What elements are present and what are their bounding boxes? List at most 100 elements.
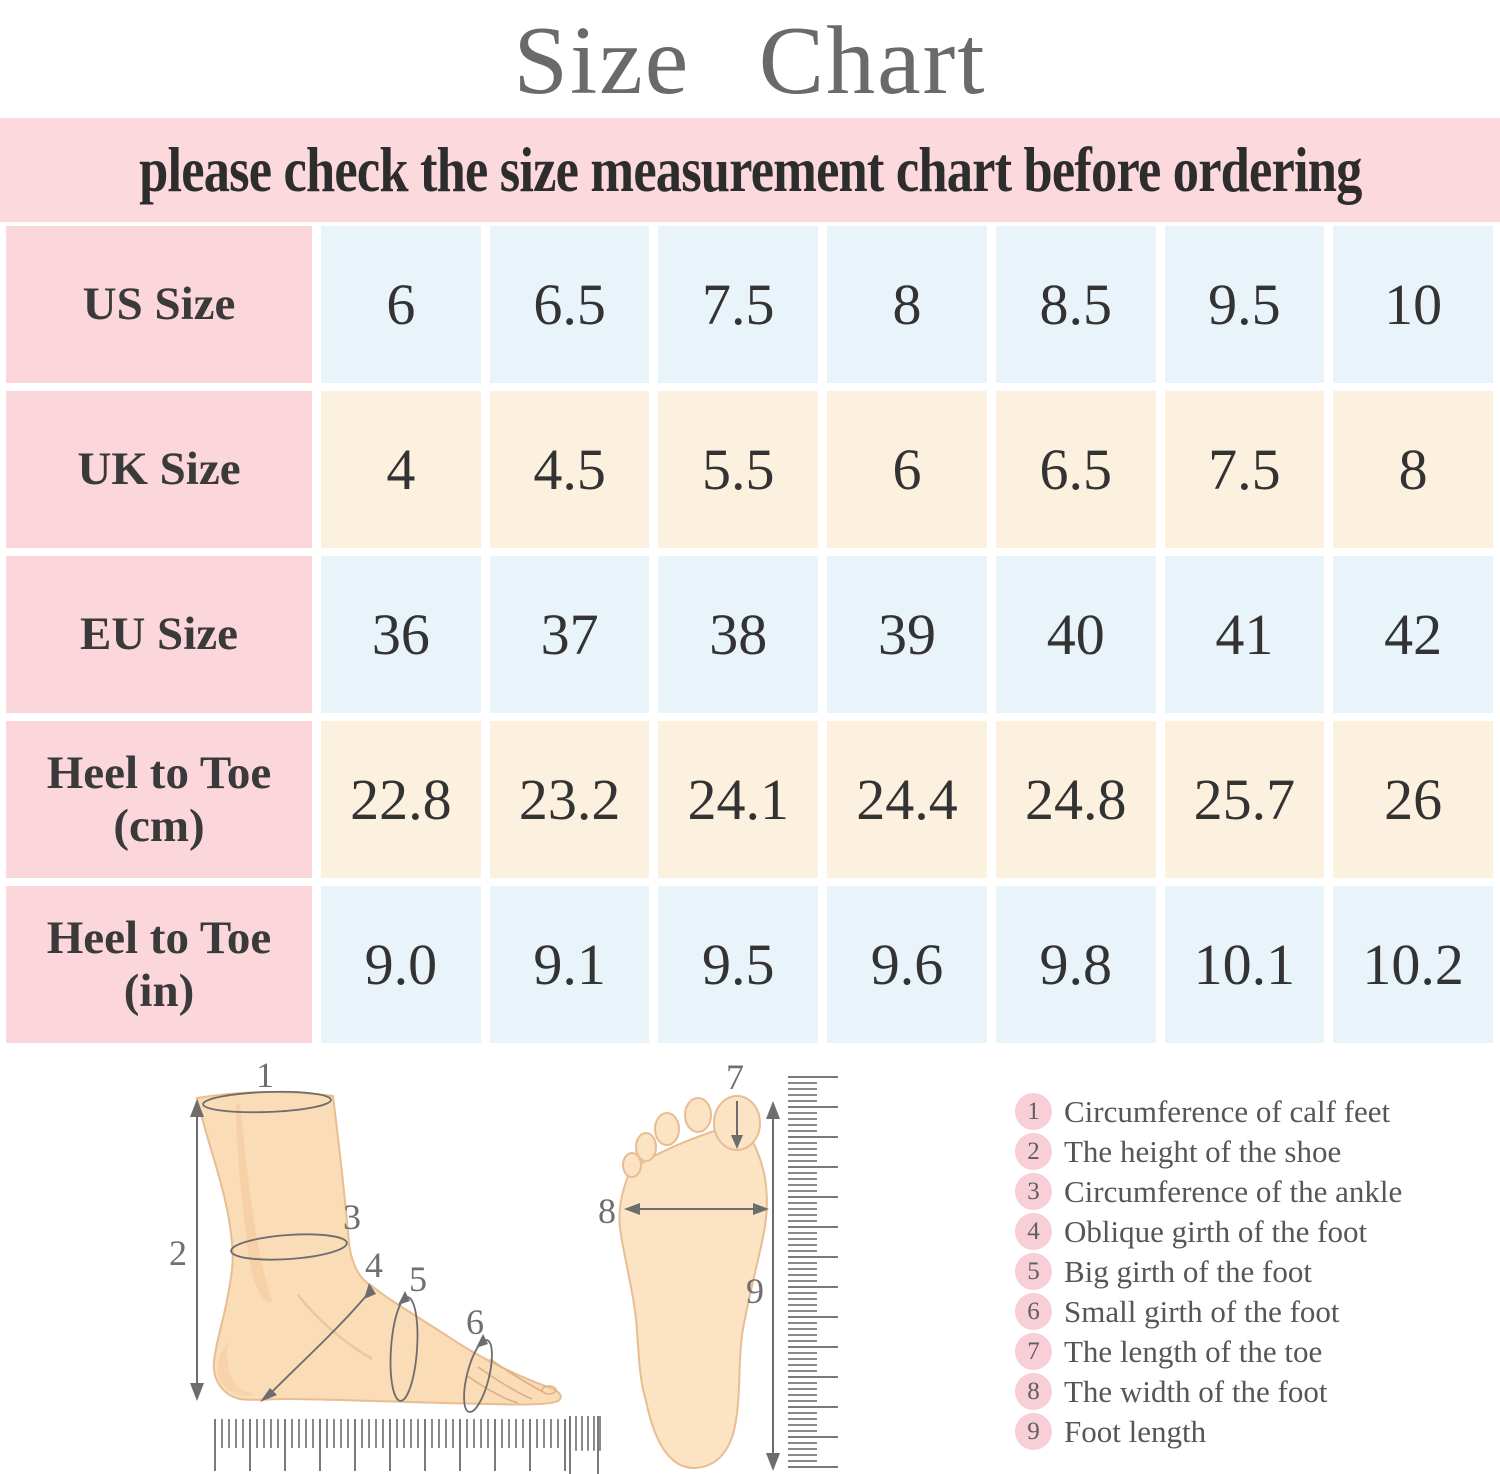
foot-width-arrowhead-left bbox=[624, 1203, 640, 1215]
ankle-girth-line bbox=[230, 1233, 348, 1261]
legend-label: Oblique girth of the foot bbox=[1064, 1213, 1368, 1249]
legend-number-badge: 2 bbox=[1015, 1133, 1052, 1170]
row-header-uk-size: UK Size bbox=[6, 391, 312, 548]
marker-5: 5 bbox=[409, 1259, 427, 1299]
legend-item: 6 Small girth of the foot bbox=[1015, 1293, 1402, 1330]
legend-label: Small girth of the foot bbox=[1064, 1293, 1340, 1329]
size-cell: 24.4 bbox=[827, 721, 987, 878]
marker-2: 2 bbox=[169, 1233, 187, 1273]
size-cell: 10.1 bbox=[1164, 886, 1325, 1043]
toe-3 bbox=[654, 1112, 680, 1146]
heel-shading bbox=[217, 1343, 256, 1396]
horizontal-ruler bbox=[214, 1419, 568, 1471]
size-cell: 40 bbox=[995, 556, 1156, 713]
notice-banner-text: please check the size measurement chart … bbox=[138, 134, 1362, 205]
size-cell: 24.1 bbox=[658, 721, 819, 878]
marker-6: 6 bbox=[466, 1302, 484, 1342]
foot-length-arrowhead-bottom bbox=[766, 1453, 780, 1471]
size-cell: 8.5 bbox=[995, 226, 1156, 383]
size-cell: 4.5 bbox=[489, 391, 650, 548]
row-header-heel-toe-in: Heel to Toe (in) bbox=[6, 886, 312, 1043]
size-cell: 6.5 bbox=[995, 391, 1156, 548]
toenail bbox=[541, 1385, 557, 1395]
small-girth-arrowhead bbox=[476, 1334, 488, 1348]
size-cell: 9.0 bbox=[321, 886, 481, 1043]
size-cell: 5.5 bbox=[658, 391, 819, 548]
shin-shading bbox=[236, 1103, 272, 1302]
legend-label: The width of the foot bbox=[1064, 1373, 1328, 1409]
marker-8: 8 bbox=[598, 1191, 616, 1231]
size-cell: 23.2 bbox=[489, 721, 650, 878]
size-table: US Size 6 6.5 7.5 8 8.5 9.5 10 UK Size 4… bbox=[0, 222, 1500, 1043]
toe-length-arrowhead bbox=[731, 1135, 743, 1149]
legend-number-badge: 7 bbox=[1015, 1333, 1052, 1370]
height-arrowhead-top bbox=[190, 1099, 204, 1117]
measurement-diagram: 1 2 3 4 5 6 bbox=[0, 1043, 1500, 1474]
row-header-eu-size: EU Size bbox=[6, 556, 312, 713]
toe-crease-2 bbox=[477, 1366, 533, 1400]
row-header-heel-toe-cm: Heel to Toe (cm) bbox=[6, 721, 312, 878]
toe-crease-1 bbox=[489, 1358, 546, 1394]
size-cell: 6 bbox=[827, 391, 987, 548]
oblique-arrowhead-bottom bbox=[260, 1388, 277, 1402]
size-cell: 6 bbox=[321, 226, 481, 383]
toe-5 bbox=[622, 1152, 642, 1178]
legend-label: Circumference of the ankle bbox=[1064, 1173, 1403, 1209]
legend-number-badge: 6 bbox=[1015, 1293, 1052, 1330]
legend-item: 4 Oblique girth of the foot bbox=[1015, 1213, 1402, 1250]
size-cell: 10.2 bbox=[1333, 886, 1493, 1043]
measurement-legend: 1 Circumference of calf feet 2 The heigh… bbox=[1015, 1093, 1402, 1453]
legend-label: Circumference of calf feet bbox=[1064, 1093, 1391, 1129]
height-arrowhead-bottom bbox=[190, 1383, 204, 1401]
size-cell: 25.7 bbox=[1164, 721, 1325, 878]
marker-4: 4 bbox=[365, 1245, 383, 1285]
toe-4 bbox=[635, 1132, 657, 1162]
size-cell: 10 bbox=[1333, 226, 1493, 383]
big-girth-arrowhead bbox=[398, 1291, 410, 1305]
legend-item: 9 Foot length bbox=[1015, 1413, 1402, 1450]
oblique-girth-line bbox=[264, 1289, 372, 1400]
size-cell: 42 bbox=[1333, 556, 1493, 713]
vertical-ruler bbox=[788, 1076, 838, 1472]
size-cell: 38 bbox=[658, 556, 819, 713]
size-cell: 41 bbox=[1164, 556, 1325, 713]
marker-1: 1 bbox=[256, 1055, 274, 1095]
legend-number-badge: 3 bbox=[1015, 1173, 1052, 1210]
toe-crease-3 bbox=[465, 1374, 519, 1404]
marker-7: 7 bbox=[726, 1057, 744, 1097]
small-girth-line bbox=[463, 1339, 493, 1413]
foot-width-arrowhead-right bbox=[753, 1203, 769, 1215]
size-cell: 8 bbox=[1333, 391, 1493, 548]
legend-label: Foot length bbox=[1064, 1413, 1207, 1449]
size-cell: 37 bbox=[489, 556, 650, 713]
size-cell: 7.5 bbox=[658, 226, 819, 383]
legend-number-badge: 8 bbox=[1015, 1373, 1052, 1410]
size-cell: 9.5 bbox=[1164, 226, 1325, 383]
size-cell: 9.5 bbox=[658, 886, 819, 1043]
size-cell: 6.5 bbox=[489, 226, 650, 383]
legend-item: 1 Circumference of calf feet bbox=[1015, 1093, 1402, 1130]
page-title: Size Chart bbox=[513, 7, 987, 115]
size-cell: 24.8 bbox=[995, 721, 1156, 878]
legend-label: The length of the toe bbox=[1064, 1333, 1323, 1369]
calf-girth-line bbox=[202, 1090, 332, 1114]
legend-item: 7 The length of the toe bbox=[1015, 1333, 1402, 1370]
foot-measurement-illustration: 1 2 3 4 5 6 bbox=[169, 1055, 780, 1471]
mini-ruler bbox=[569, 1416, 601, 1474]
size-cell: 26 bbox=[1333, 721, 1493, 878]
side-foot-shape bbox=[195, 1090, 562, 1406]
marker-3: 3 bbox=[343, 1197, 361, 1237]
legend-number-badge: 4 bbox=[1015, 1213, 1052, 1250]
legend-label: The height of the shoe bbox=[1064, 1133, 1342, 1169]
legend-number-badge: 1 bbox=[1015, 1093, 1052, 1130]
legend-label: Big girth of the foot bbox=[1064, 1253, 1312, 1289]
size-cell: 9.1 bbox=[489, 886, 650, 1043]
size-cell: 36 bbox=[321, 556, 481, 713]
side-foot-illustration: 1 2 3 4 5 6 bbox=[169, 1055, 562, 1413]
marker-9: 9 bbox=[746, 1271, 764, 1311]
oblique-arrowhead-top bbox=[364, 1283, 376, 1299]
notice-banner: please check the size measurement chart … bbox=[0, 118, 1500, 222]
size-cell: 22.8 bbox=[321, 721, 481, 878]
sole-foot-illustration: 7 8 9 bbox=[598, 1057, 780, 1471]
